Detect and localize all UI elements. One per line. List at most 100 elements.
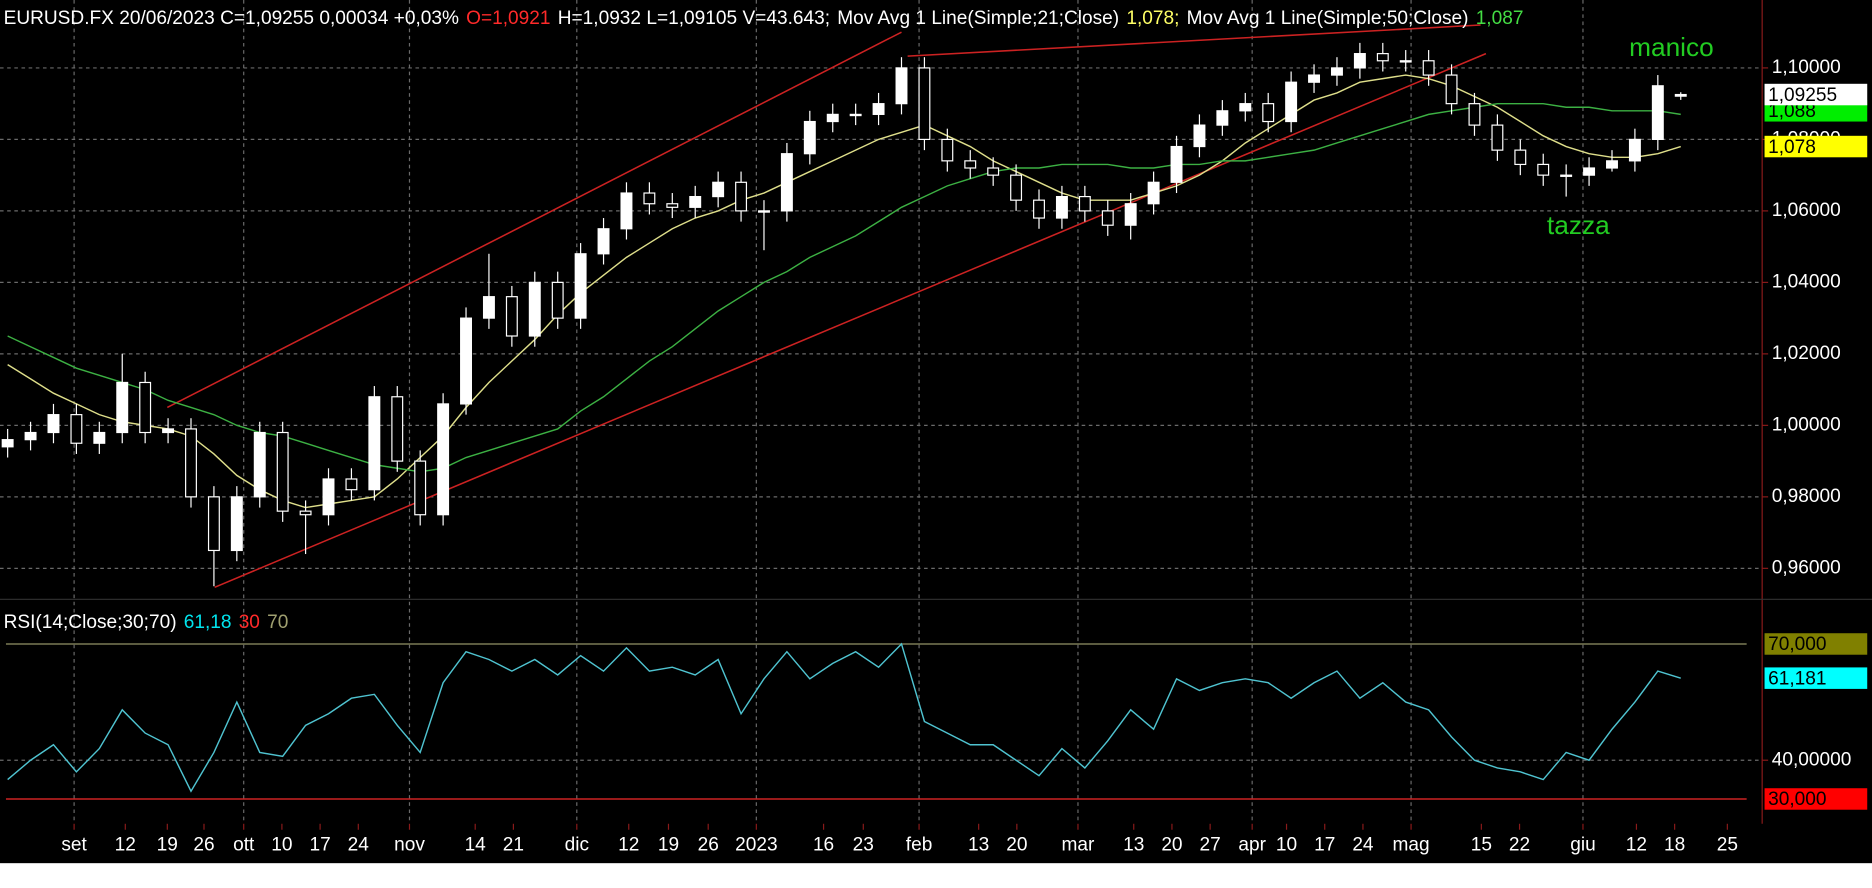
candle-body bbox=[643, 192, 656, 205]
x-tick-label: 12 bbox=[618, 834, 639, 855]
x-tick-label: 24 bbox=[1352, 834, 1374, 855]
candle-body bbox=[1560, 174, 1573, 177]
candle-body bbox=[872, 103, 885, 115]
candle-body bbox=[712, 181, 725, 198]
candle-body bbox=[1101, 210, 1114, 226]
value-box bbox=[1764, 83, 1868, 106]
candle-body bbox=[1491, 124, 1504, 151]
candle-body bbox=[1033, 199, 1045, 219]
y-tick-label: 1,02000 bbox=[1772, 343, 1841, 364]
value-box-label: 30,000 bbox=[1768, 789, 1826, 810]
candle-body bbox=[1308, 74, 1321, 83]
x-tick-label: 12 bbox=[1626, 834, 1647, 855]
candle-body bbox=[758, 210, 770, 213]
x-tick-label: ott bbox=[233, 834, 255, 855]
candle-body bbox=[322, 478, 335, 516]
value-box bbox=[1764, 135, 1868, 158]
candle-body bbox=[895, 67, 908, 105]
x-tick-label: 25 bbox=[1717, 834, 1738, 855]
y-tick-label: 0,96000 bbox=[1772, 557, 1841, 578]
value-box-label: 1,078 bbox=[1768, 137, 1816, 158]
candle-body bbox=[1170, 145, 1183, 183]
value-box bbox=[1764, 633, 1868, 655]
candle-body bbox=[1399, 60, 1412, 63]
x-tick-label: nov bbox=[394, 834, 425, 855]
x-tick-label: 2023 bbox=[735, 834, 777, 855]
candle-body bbox=[1216, 110, 1229, 126]
header-segment: 1,087 bbox=[1476, 8, 1524, 29]
candle-body bbox=[207, 496, 220, 552]
x-tick-label: 10 bbox=[271, 834, 292, 855]
candle-body bbox=[551, 281, 564, 319]
candle-body bbox=[1285, 81, 1298, 123]
candle-body bbox=[1628, 138, 1641, 162]
candle-body bbox=[1239, 103, 1252, 112]
header-segment: H=1,0932 L=1,09105 V=43.643; bbox=[558, 8, 830, 29]
value-box bbox=[1764, 100, 1868, 122]
candle-body bbox=[116, 381, 129, 434]
candle-body bbox=[253, 431, 266, 498]
header-segment: Mov Avg 1 Line(Simple;21;Close) bbox=[837, 8, 1119, 29]
candle-body bbox=[505, 296, 518, 337]
candle-body bbox=[1537, 163, 1550, 176]
candle-body bbox=[24, 431, 37, 441]
candle-body bbox=[597, 228, 610, 255]
y-tick-label: 1,04000 bbox=[1772, 271, 1841, 292]
candle-body bbox=[437, 403, 450, 516]
candle-body bbox=[849, 113, 862, 117]
header-segment: 1,078; bbox=[1126, 8, 1179, 29]
header-segment: 70 bbox=[267, 612, 288, 633]
value-box-label: 1,09255 bbox=[1768, 85, 1837, 106]
x-tick-label: giu bbox=[1570, 834, 1595, 855]
x-tick-label: 17 bbox=[309, 834, 330, 855]
candle-body bbox=[574, 253, 587, 319]
x-tick-label: 10 bbox=[1276, 834, 1297, 855]
candle-body bbox=[47, 414, 60, 434]
candle-body bbox=[1606, 160, 1618, 169]
x-tick-label: mar bbox=[1062, 834, 1096, 855]
x-tick-label: 24 bbox=[348, 834, 370, 855]
grid-layer bbox=[0, 0, 1872, 830]
candle-body bbox=[1353, 53, 1366, 69]
value-box bbox=[1764, 667, 1868, 689]
candle-body bbox=[276, 431, 289, 512]
y-tick-label: 1,10000 bbox=[1772, 57, 1841, 78]
candle-body bbox=[1124, 203, 1137, 226]
rsi-line bbox=[7, 642, 1681, 793]
candle-body bbox=[1376, 53, 1389, 62]
candle-body bbox=[1010, 174, 1023, 201]
x-tick-label: 27 bbox=[1200, 834, 1221, 855]
candle-body bbox=[689, 195, 702, 208]
x-tick-label: 18 bbox=[1664, 834, 1685, 855]
candle-body bbox=[482, 296, 495, 319]
x-tick-label: 26 bbox=[193, 834, 214, 855]
annotation: tazza bbox=[1547, 210, 1610, 240]
candle-body bbox=[826, 113, 839, 123]
header-segment: RSI(14;Close;30;70) bbox=[4, 612, 177, 633]
header-segment: 61,18 bbox=[184, 612, 232, 633]
candle-body bbox=[93, 431, 106, 444]
value-box-label: 61,181 bbox=[1768, 668, 1826, 689]
x-tick-label: 19 bbox=[658, 834, 679, 855]
x-tick-label: 15 bbox=[1471, 834, 1492, 855]
trend-line bbox=[907, 24, 1481, 57]
value-box bbox=[1764, 788, 1868, 810]
candle-body bbox=[1147, 181, 1160, 205]
x-tick-label: 21 bbox=[503, 834, 524, 855]
candle-body bbox=[528, 281, 541, 337]
marks-layer bbox=[1, 24, 1687, 793]
candle-body bbox=[391, 396, 404, 462]
x-tick-label: apr bbox=[1238, 834, 1266, 855]
candle-body bbox=[1422, 60, 1435, 76]
x-tick-label: 19 bbox=[157, 834, 178, 855]
x-tick-label: mag bbox=[1392, 834, 1429, 855]
x-tick-label: 17 bbox=[1314, 834, 1335, 855]
x-tick-label: 20 bbox=[1161, 834, 1182, 855]
candle-body bbox=[1445, 74, 1458, 105]
candle-body bbox=[299, 510, 312, 516]
x-tick-label: 13 bbox=[1123, 834, 1144, 855]
candle-body bbox=[230, 496, 243, 552]
x-tick-label: 13 bbox=[968, 834, 989, 855]
x-tick-label: 20 bbox=[1006, 834, 1027, 855]
